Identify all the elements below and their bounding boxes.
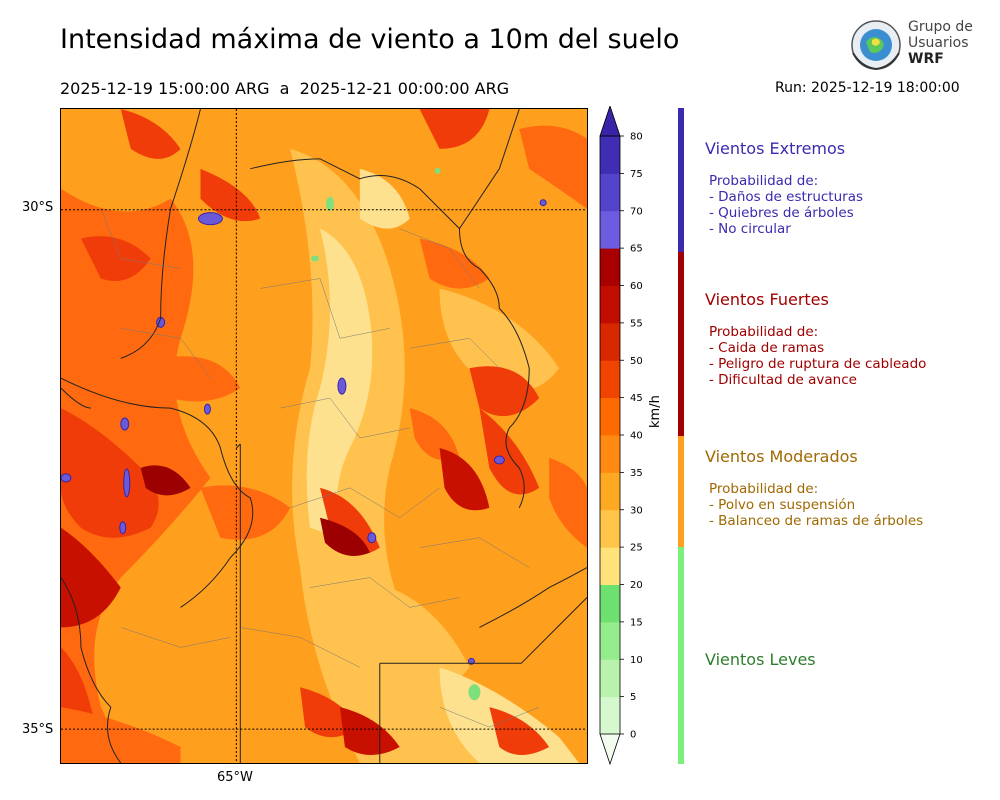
- wrf-logo: [851, 20, 901, 70]
- run-timestamp: Run: 2025-12-19 18:00:00: [775, 80, 960, 96]
- colorbar-bin: [600, 509, 620, 548]
- colorbar-tick-label: 40: [630, 431, 643, 442]
- colorbar-tick-label: 0: [630, 730, 636, 741]
- department-borders: [100, 208, 540, 728]
- colorbar-tick-label: 10: [630, 655, 643, 666]
- category-title-leves: Vientos Leves: [705, 650, 816, 669]
- category-title-extremos: Vientos Extremos: [705, 139, 846, 158]
- colorbar-bin: [600, 696, 620, 735]
- colorbar-bin: [600, 210, 620, 249]
- logo-text: Grupo de Usuarios WRF: [908, 19, 973, 67]
- colorbar-tick-label: 30: [630, 505, 643, 516]
- colorbar-unit-label: km/h: [648, 395, 663, 428]
- colorbar-bin: [600, 285, 620, 324]
- logo-line-3: WRF: [908, 51, 944, 67]
- colorbar-bin: [600, 547, 620, 585]
- forecast-period: 2025-12-19 15:00:00 ARG a 2025-12-21 00:…: [60, 79, 510, 98]
- colorbar-tick-label: 35: [630, 468, 643, 479]
- category-desc-moderados: Probabilidad de: - Polvo en suspensión -…: [709, 481, 924, 529]
- colorbar-ticks: 0 5 10 15 20 25 30 35 40 45 50 55 60 65 70 75 80: [620, 132, 643, 741]
- colorbar-bin: [600, 472, 620, 511]
- colorbar: 0 5 10 15 20 25 30 35 40 45 50 55 60 65 70 75 80: [599, 106, 643, 766]
- lon-label-65w: 65°W: [217, 770, 253, 785]
- legend-bar-fuertes: [678, 252, 684, 436]
- colorbar-bin: [600, 435, 620, 473]
- colorbar-bin: [600, 397, 620, 436]
- colorbar-tick-label: 60: [630, 281, 643, 292]
- wind-map: [60, 108, 588, 764]
- colorbar-bin: [600, 136, 620, 174]
- colorbar-bin: [600, 621, 620, 660]
- colorbar-tick-label: 55: [630, 318, 643, 329]
- map-title: Intensidad máxima de viento a 10m del su…: [60, 24, 680, 55]
- category-title-fuertes: Vientos Fuertes: [705, 290, 829, 309]
- lat-label-30s: 30°S: [22, 200, 54, 215]
- colorbar-tick-label: 50: [630, 356, 643, 367]
- colorbar-tick-label: 5: [630, 692, 636, 703]
- colorbar-tick-label: 25: [630, 543, 643, 554]
- category-desc-extremos: Probabilidad de: - Daños de estructuras …: [709, 173, 864, 237]
- colorbar-tick-label: 45: [630, 393, 643, 404]
- lat-label-35s: 35°S: [22, 722, 54, 737]
- colorbar-bin: [600, 322, 620, 361]
- category-title-moderados: Vientos Moderados: [705, 447, 858, 466]
- colorbar-tick-label: 75: [630, 169, 643, 180]
- graticule: [61, 109, 587, 763]
- colorbar-tick-label: 15: [630, 617, 643, 628]
- colorbar-tick-label: 70: [630, 206, 643, 217]
- colorbar-bin: [600, 173, 620, 212]
- wind-field: [61, 109, 587, 763]
- colorbar-bin: [600, 248, 620, 286]
- legend-bar-moderados: [678, 436, 684, 547]
- country-borders: [61, 109, 587, 763]
- legend-color-bar: [678, 108, 684, 764]
- colorbar-bin: [600, 360, 620, 399]
- legend-bar-extremos: [678, 108, 684, 252]
- colorbar-bins: [599, 106, 621, 766]
- colorbar-extend-high: [599, 106, 621, 137]
- colorbar-bin: [600, 659, 620, 698]
- colorbar-tick-label: 65: [630, 244, 643, 255]
- legend-bar-leves: [678, 547, 684, 764]
- logo-line-1: Grupo de: [908, 19, 973, 35]
- colorbar-tick-label: 20: [630, 580, 643, 591]
- colorbar-extend-low: [599, 733, 621, 766]
- colorbar-bin: [600, 584, 620, 623]
- logo-line-2: Usuarios: [908, 35, 969, 51]
- colorbar-tick-label: 80: [630, 132, 643, 143]
- category-desc-fuertes: Probabilidad de: - Caida de ramas - Peli…: [709, 324, 927, 388]
